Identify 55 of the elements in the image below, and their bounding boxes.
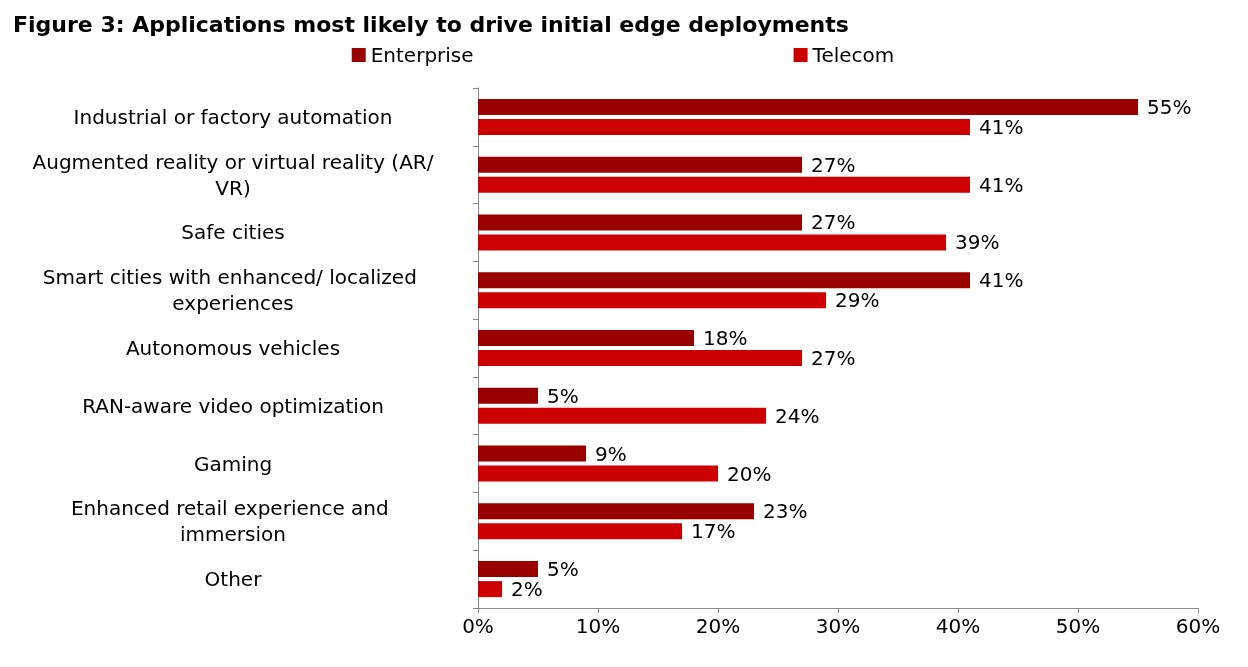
bar <box>478 234 946 251</box>
data-label: 27% <box>811 210 856 235</box>
data-label: 18% <box>703 326 748 350</box>
x-tick-label: 20% <box>695 614 741 638</box>
y-tick-label: Enhanced retail experience and immersion <box>70 496 396 547</box>
data-label: 41% <box>979 114 1024 139</box>
data-label: 2% <box>511 577 543 602</box>
data-label: 9% <box>595 441 627 466</box>
y-tick-label: Safe cities <box>181 220 285 245</box>
bar <box>478 214 802 231</box>
bar <box>478 445 586 462</box>
bar <box>478 330 694 346</box>
bar <box>478 503 754 520</box>
y-tick-label: Augmented reality or virtual reality (AR/VR) <box>32 149 434 200</box>
data-label: 17% <box>691 519 736 544</box>
data-label: 23% <box>763 499 808 524</box>
y-tick-label: RAN-aware video optimization <box>82 393 384 418</box>
x-tick-label: 60% <box>1175 614 1221 638</box>
data-label: 39% <box>955 230 1000 255</box>
legend-label: Enterprise <box>370 43 474 67</box>
y-tick-label: Autonomous vehicles <box>125 336 341 360</box>
bar <box>478 272 970 289</box>
data-label: 29% <box>835 288 880 313</box>
legend-label: Telecom <box>811 43 895 67</box>
bar <box>478 292 826 309</box>
data-label: 20% <box>727 461 772 486</box>
bar <box>478 156 802 173</box>
data-label: 24% <box>775 403 820 428</box>
y-tick-label: Gaming <box>193 451 273 476</box>
data-label: 55% <box>1147 94 1192 119</box>
data-label: 5% <box>547 557 579 582</box>
x-tick-label: 0% <box>462 614 494 638</box>
bar <box>478 350 802 366</box>
bar <box>478 523 682 540</box>
x-tick-label: 10% <box>575 614 621 638</box>
bar <box>478 176 970 193</box>
data-label: 27% <box>811 346 856 370</box>
bar <box>478 118 970 135</box>
data-label: 41% <box>979 268 1024 293</box>
data-label: 5% <box>547 383 579 408</box>
bar <box>478 98 1138 115</box>
x-tick-label: 40% <box>935 614 981 638</box>
y-tick-label: Smart cities with enhanced/ localized experiences <box>42 265 424 316</box>
chart-title: Figure 3: Applications most likely to drive initial edge deployments <box>13 11 849 37</box>
x-tick-label: 50% <box>1055 614 1101 638</box>
bar <box>478 387 538 404</box>
y-tick-label: Industrial or factory automation <box>73 104 393 129</box>
bar <box>478 581 502 598</box>
bar <box>478 407 766 424</box>
data-label: 27% <box>811 152 856 177</box>
x-tick-label: 30% <box>815 614 861 638</box>
bar <box>478 561 538 578</box>
bar <box>478 465 718 482</box>
data-label: 41% <box>979 172 1024 197</box>
y-tick-label: Other <box>204 567 263 592</box>
